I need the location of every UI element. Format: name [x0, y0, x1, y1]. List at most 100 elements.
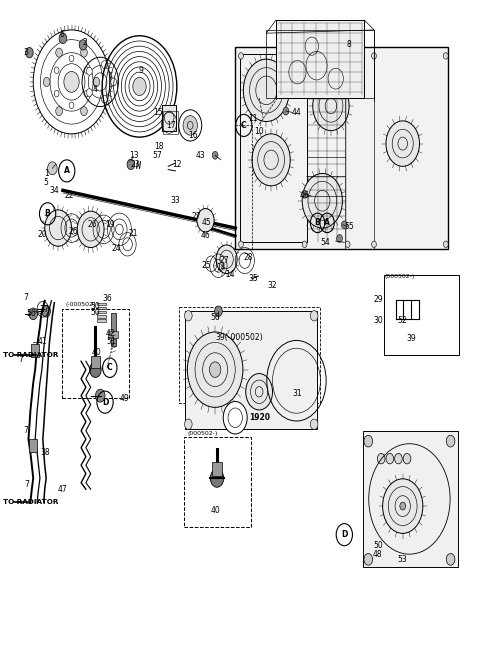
- Circle shape: [345, 241, 350, 247]
- Text: TO RADIATOR: TO RADIATOR: [3, 352, 59, 358]
- Text: C: C: [241, 121, 247, 130]
- Circle shape: [239, 241, 243, 247]
- Text: 42: 42: [106, 329, 116, 338]
- Text: 8: 8: [347, 40, 351, 49]
- Circle shape: [372, 241, 376, 247]
- Text: 53: 53: [397, 555, 407, 564]
- Circle shape: [212, 152, 218, 159]
- Circle shape: [64, 72, 79, 92]
- Circle shape: [81, 48, 87, 57]
- Bar: [97, 315, 106, 318]
- Circle shape: [383, 478, 423, 533]
- Text: (-000502): (-000502): [65, 302, 96, 307]
- Text: 35: 35: [249, 274, 258, 283]
- Text: 27: 27: [220, 256, 229, 265]
- Circle shape: [96, 389, 105, 402]
- Text: 33: 33: [170, 196, 180, 205]
- Circle shape: [86, 89, 92, 96]
- Text: 17: 17: [166, 121, 175, 130]
- Circle shape: [101, 61, 107, 68]
- Circle shape: [302, 190, 308, 198]
- Circle shape: [81, 107, 87, 116]
- Circle shape: [341, 221, 347, 229]
- Circle shape: [243, 59, 289, 122]
- Text: TO RADIATOR: TO RADIATOR: [3, 499, 59, 505]
- Bar: [97, 307, 106, 309]
- Circle shape: [364, 553, 372, 565]
- Bar: [97, 319, 106, 322]
- Text: 55: 55: [344, 222, 354, 231]
- Circle shape: [184, 419, 192, 430]
- Circle shape: [246, 374, 273, 410]
- Circle shape: [395, 454, 402, 464]
- Circle shape: [179, 110, 202, 141]
- Text: 3: 3: [23, 48, 28, 57]
- Text: 38: 38: [40, 448, 49, 456]
- Text: 50: 50: [91, 301, 100, 311]
- Circle shape: [313, 81, 349, 131]
- Text: 10: 10: [254, 128, 264, 137]
- Circle shape: [45, 210, 72, 246]
- Bar: [266, 30, 374, 98]
- Circle shape: [444, 53, 448, 59]
- Circle shape: [90, 362, 101, 378]
- Text: 27: 27: [191, 212, 201, 221]
- Text: 34: 34: [49, 186, 59, 195]
- Text: 52: 52: [397, 316, 407, 325]
- Text: 13: 13: [129, 151, 139, 159]
- Bar: [162, 105, 176, 131]
- Text: 14: 14: [216, 262, 226, 271]
- Text: C: C: [107, 363, 113, 372]
- Circle shape: [400, 502, 406, 510]
- Circle shape: [336, 234, 342, 242]
- Circle shape: [311, 311, 318, 321]
- Text: 41: 41: [38, 337, 48, 346]
- Text: D: D: [341, 530, 348, 539]
- Bar: [31, 344, 39, 357]
- Bar: [97, 311, 106, 314]
- Text: 43: 43: [196, 151, 205, 159]
- Text: B: B: [45, 209, 50, 218]
- Circle shape: [216, 245, 237, 273]
- Text: 7: 7: [18, 355, 23, 364]
- Bar: [363, 431, 458, 567]
- Circle shape: [364, 436, 372, 447]
- Text: 5: 5: [44, 178, 48, 187]
- Circle shape: [444, 241, 448, 247]
- Circle shape: [302, 53, 307, 59]
- Circle shape: [239, 53, 243, 59]
- Text: A: A: [324, 218, 330, 227]
- Text: (000502-): (000502-): [384, 273, 415, 279]
- Bar: [97, 303, 106, 305]
- Circle shape: [403, 454, 411, 464]
- Text: 39: 39: [407, 334, 416, 343]
- Circle shape: [209, 362, 221, 378]
- Bar: [384, 275, 459, 355]
- Circle shape: [43, 77, 50, 87]
- Text: 14: 14: [226, 270, 235, 279]
- Text: B: B: [315, 218, 321, 227]
- Text: 6: 6: [60, 30, 64, 39]
- Circle shape: [93, 77, 100, 87]
- Text: 39(-000502): 39(-000502): [215, 333, 263, 342]
- Text: 21: 21: [129, 229, 139, 238]
- Text: 28: 28: [244, 253, 253, 262]
- Circle shape: [197, 208, 214, 232]
- Text: 50: 50: [91, 308, 100, 317]
- Text: 24: 24: [112, 244, 121, 253]
- Bar: [62, 309, 129, 398]
- Circle shape: [377, 454, 385, 464]
- Text: (000502-): (000502-): [187, 431, 218, 436]
- Text: 26: 26: [69, 227, 78, 236]
- Bar: [212, 462, 222, 477]
- Circle shape: [42, 305, 50, 317]
- Circle shape: [345, 53, 350, 59]
- Text: 37: 37: [40, 305, 49, 314]
- Text: 40: 40: [92, 348, 101, 357]
- Circle shape: [252, 134, 290, 186]
- Circle shape: [56, 48, 62, 57]
- Circle shape: [386, 121, 420, 167]
- Text: 49: 49: [120, 394, 129, 403]
- Circle shape: [59, 33, 67, 44]
- Text: 45: 45: [202, 218, 211, 227]
